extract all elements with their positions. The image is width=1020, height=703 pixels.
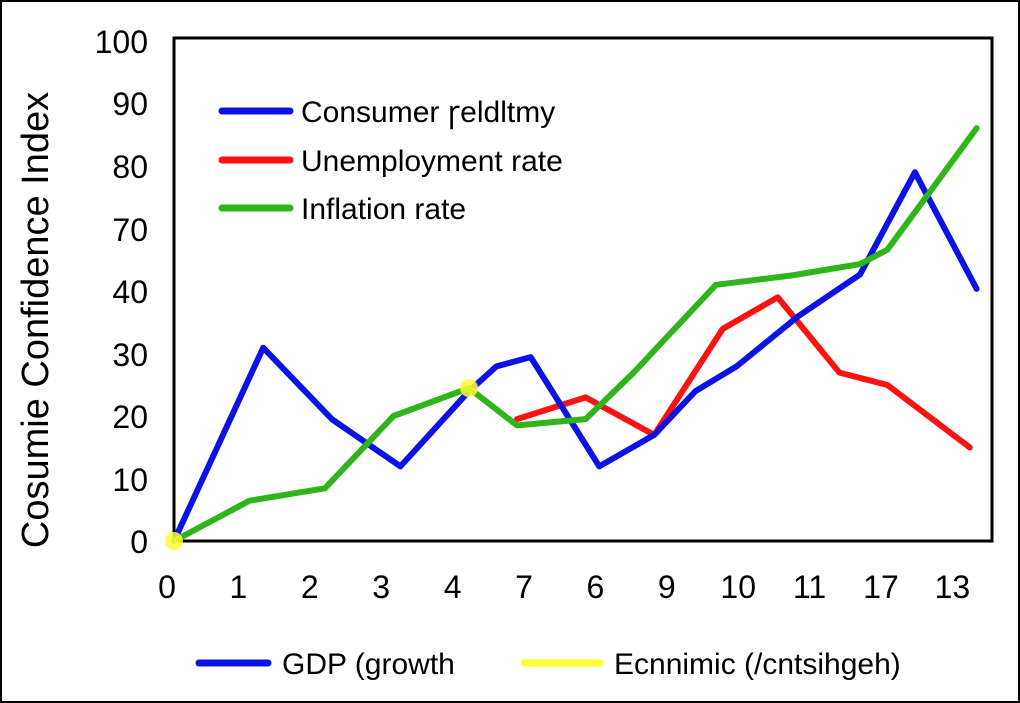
series-lines (171, 125, 980, 544)
x-tick-label: 1 (230, 569, 248, 605)
series-line (171, 125, 980, 544)
x-tick-label: 6 (587, 569, 605, 605)
x-tick-label: 13 (935, 569, 971, 605)
y-tick-label: 10 (112, 462, 148, 498)
series-point (165, 532, 183, 550)
y-axis-label: Cosumie Confidence Index (15, 92, 57, 548)
plot-area-border (172, 36, 994, 543)
x-axis-ticks: 0 1 2 3 4 7 6 9 10 11 17 13 (158, 569, 970, 605)
y-tick-label: 30 (112, 337, 148, 373)
x-tick-label: 17 (863, 569, 899, 605)
y-tick-label: 20 (112, 399, 148, 435)
x-tick-label: 7 (515, 569, 533, 605)
y-tick-label: 80 (112, 149, 148, 185)
y-tick-label: 0 (130, 524, 148, 560)
y-tick-label: 90 (112, 86, 148, 122)
x-tick-label: 9 (658, 569, 676, 605)
y-tick-label: 100 (95, 24, 148, 60)
y-tick-label: 70 (112, 212, 148, 248)
x-tick-label: 11 (793, 569, 826, 605)
series-line (514, 294, 973, 451)
legend-top: Consumer ꞅeldltmy Unemployment rate Infl… (218, 96, 563, 226)
legend-bottom-label-gdp: GDP (growth (282, 648, 455, 681)
legend-top-label-unemployment: Unemployment rate (301, 145, 563, 178)
legend-top-label-inflation: Inflation rate (301, 193, 466, 226)
x-tick-label: 0 (158, 569, 176, 605)
legend-top-label-consumer: Consumer ꞅeldltmy (301, 96, 555, 130)
series-point (460, 379, 478, 398)
x-tick-label: 3 (372, 569, 390, 605)
series-markers (165, 379, 478, 550)
series-line (171, 169, 980, 544)
legend-bottom: GDP (growth Ecnnimic (/cntsihgeh) (195, 648, 901, 681)
legend-bottom-label-economic: Ecnnimic (/cntsihgeh) (614, 648, 901, 681)
y-tick-label: 40 (112, 274, 148, 310)
x-tick-label: 10 (720, 569, 756, 605)
x-tick-label: 4 (444, 569, 462, 605)
x-tick-label: 2 (301, 569, 319, 605)
